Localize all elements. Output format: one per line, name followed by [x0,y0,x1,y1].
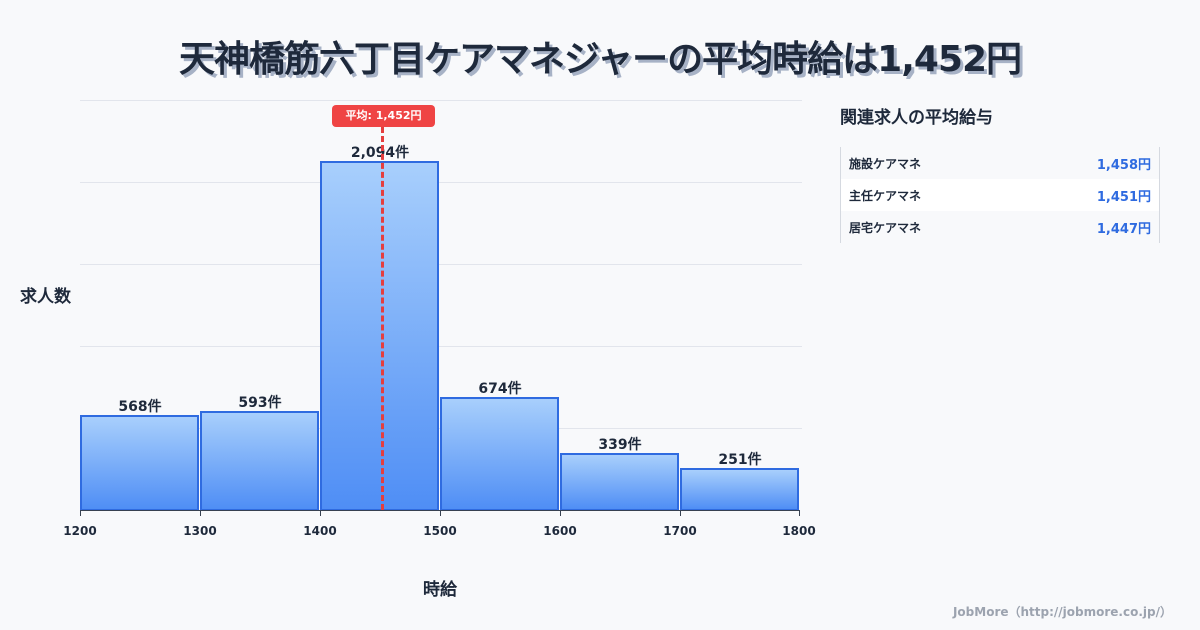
related-row: 施設ケアマネ 1,458円 [841,147,1159,179]
x-tick-label: 1400 [303,524,337,538]
gridline [80,346,802,347]
histogram-chart: 求人数 568件 593件 2,094件 674件 339件 251件 平均: … [20,100,816,600]
bar-1400-1500 [320,161,439,511]
gridline [80,100,802,101]
x-axis-label: 時給 [423,580,457,600]
bar-value-label: 2,094件 [350,145,410,161]
related-job-value: 1,451円 [1096,189,1151,205]
related-salaries-panel: 関連求人の平均給与 施設ケアマネ 1,458円 主任ケアマネ 1,451円 居宅… [840,103,1170,243]
related-job-name: 施設ケアマネ [849,156,922,171]
bar-value-label: 674件 [478,381,522,397]
bar-value-label: 339件 [598,437,642,453]
related-title: 関連求人の平均給与 [840,108,993,128]
page-title: 天神橋筋六丁目ケアマネジャーの平均時給は1,452円 [178,39,1022,80]
bar-1600-1700 [560,453,679,511]
x-tick-label: 1800 [782,524,816,538]
related-row: 居宅ケアマネ 1,447円 [841,211,1159,243]
related-job-value: 1,447円 [1096,221,1151,237]
mean-badge: 平均: 1,452円 [332,105,435,127]
y-axis-label: 求人数 [20,287,71,307]
bar-1500-1600 [440,397,559,511]
related-job-name: 居宅ケアマネ [849,220,922,235]
x-tick [680,510,681,516]
bar-1200-1300 [80,415,199,511]
x-tick [440,510,441,516]
related-table: 施設ケアマネ 1,458円 主任ケアマネ 1,451円 居宅ケアマネ 1,447… [840,147,1160,243]
related-job-name: 主任ケアマネ [849,188,922,203]
x-tick-label: 1200 [63,524,97,538]
x-tick-label: 1500 [423,524,457,538]
x-tick [80,510,81,516]
x-tick [320,510,321,516]
x-tick-label: 1600 [543,524,577,538]
bar-value-label: 593件 [238,395,282,411]
x-tick [200,510,201,516]
bar-1700-1800 [680,468,799,511]
related-row: 主任ケアマネ 1,451円 [841,179,1159,211]
mean-line [381,127,384,510]
footer-credit: JobMore（http://jobmore.co.jp/） [952,605,1172,619]
bar-value-label: 568件 [118,399,162,415]
bar-1300-1400 [200,411,319,511]
bar-value-label: 251件 [718,452,762,468]
x-tick [560,510,561,516]
x-tick-label: 1300 [183,524,217,538]
gridline [80,264,802,265]
x-tick-label: 1700 [663,524,697,538]
x-tick [799,510,800,516]
related-job-value: 1,458円 [1096,157,1151,173]
gridline [80,182,802,183]
